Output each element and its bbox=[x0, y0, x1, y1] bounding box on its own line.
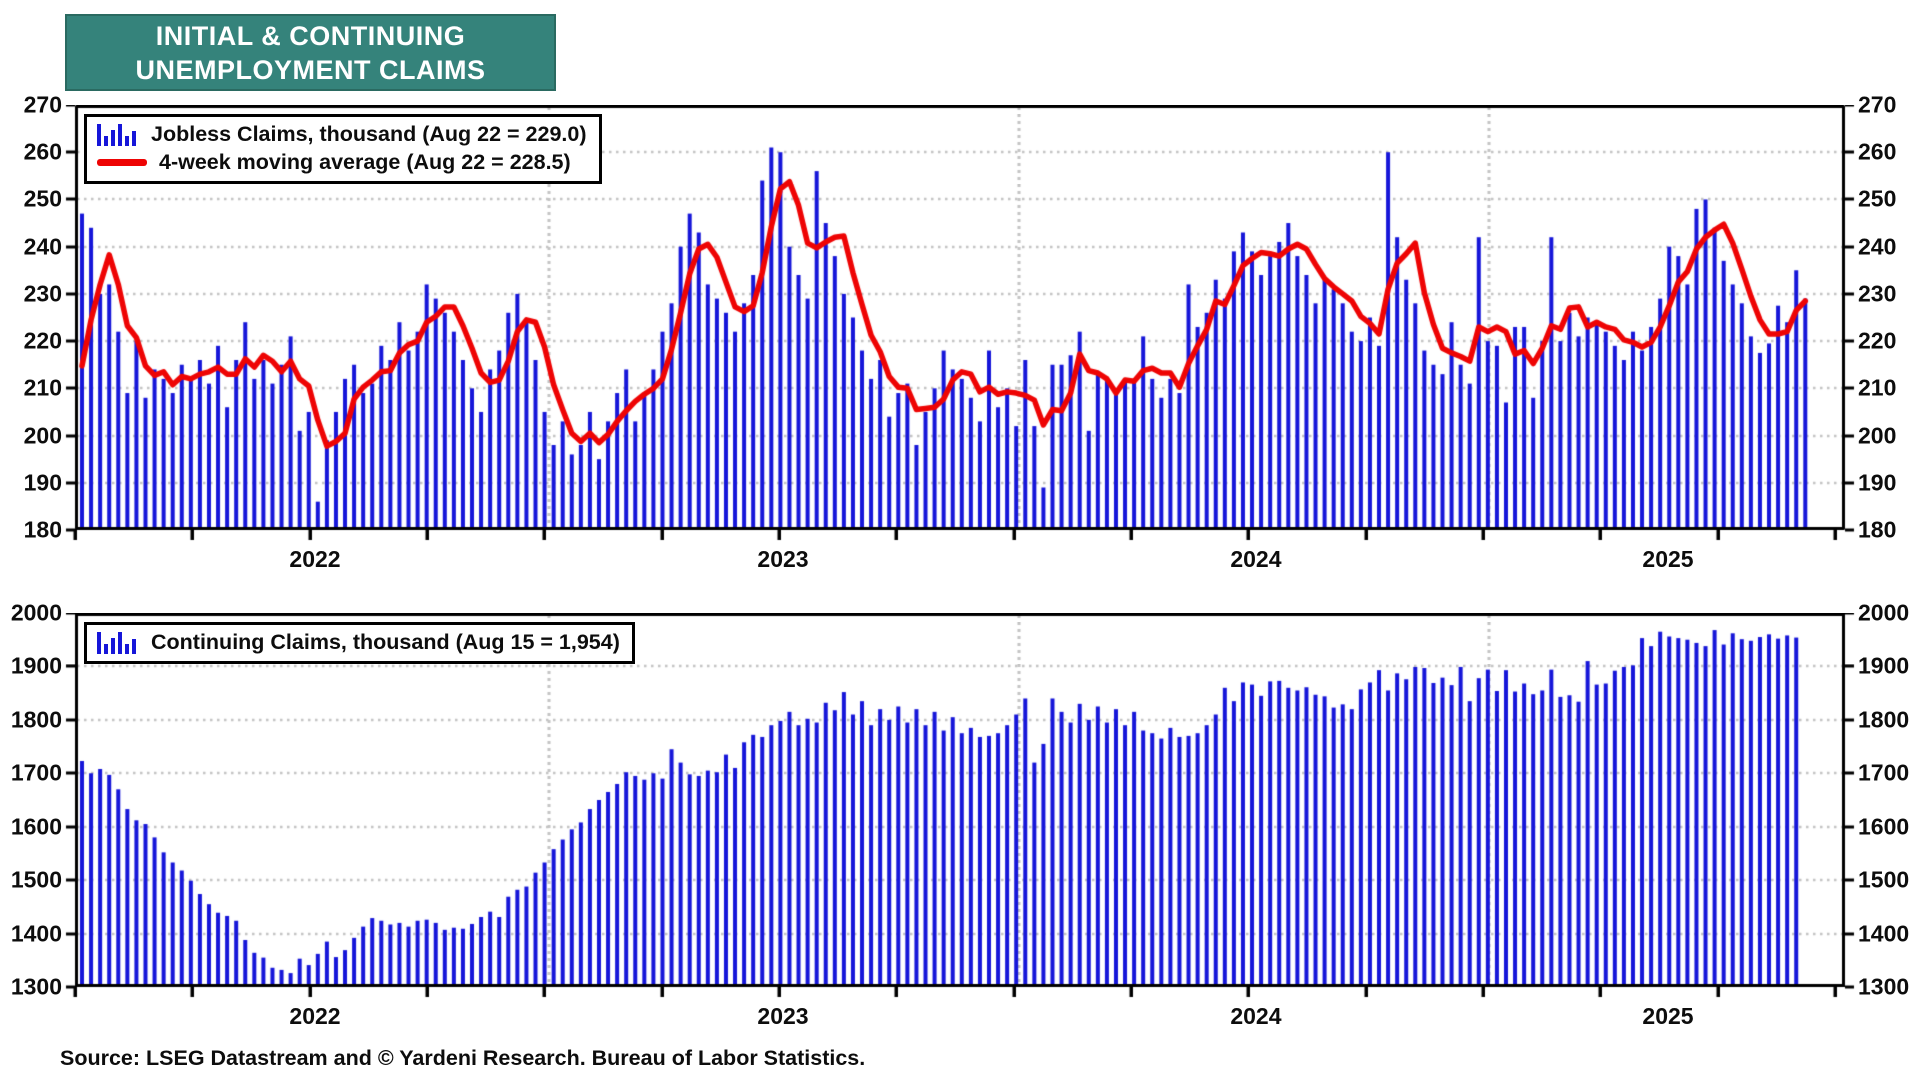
source-text: Source: LSEG Datastream and © Yardeni Re… bbox=[60, 1046, 866, 1070]
y-axis-label-left: 220 bbox=[23, 327, 62, 354]
y-axis-label-left: 1400 bbox=[10, 920, 62, 947]
y-axis-label-left: 1600 bbox=[10, 813, 62, 840]
x-axis-year-label: 2022 bbox=[289, 1003, 341, 1029]
x-axis-year-label: 2023 bbox=[757, 1003, 809, 1029]
y-axis-label-left: 1800 bbox=[10, 706, 62, 733]
red-line-icon bbox=[97, 159, 147, 166]
y-axis-label-right: 1300 bbox=[1858, 973, 1910, 1000]
legend-row: Continuing Claims, thousand (Aug 15 = 1,… bbox=[97, 630, 620, 655]
y-axis-label-right: 1700 bbox=[1858, 759, 1910, 786]
y-axis-label-right: 250 bbox=[1858, 185, 1897, 212]
y-axis-label-right: 240 bbox=[1858, 233, 1897, 260]
y-axis-label-right: 1500 bbox=[1858, 866, 1910, 893]
y-axis-label-right: 190 bbox=[1858, 469, 1897, 496]
x-axis-year-label: 2022 bbox=[289, 546, 341, 572]
y-axis-label-right: 1900 bbox=[1858, 652, 1910, 679]
blue-bars-icon bbox=[97, 631, 139, 654]
y-axis-label-right: 230 bbox=[1858, 280, 1897, 307]
legend-row: Jobless Claims, thousand (Aug 22 = 229.0… bbox=[97, 122, 587, 147]
legend-row: 4-week moving average (Aug 22 = 228.5) bbox=[97, 150, 587, 175]
y-axis-label-right: 220 bbox=[1858, 327, 1897, 354]
y-axis-label-left: 2000 bbox=[10, 599, 62, 626]
y-axis-label-right: 180 bbox=[1858, 516, 1897, 543]
y-axis-label-left: 250 bbox=[23, 185, 62, 212]
chart-title: INITIAL & CONTINUING UNEMPLOYMENT CLAIMS bbox=[65, 14, 556, 91]
y-axis-label-right: 210 bbox=[1858, 374, 1897, 401]
x-axis-year-label: 2024 bbox=[1230, 1003, 1282, 1029]
y-axis-label-right: 2000 bbox=[1858, 599, 1910, 626]
y-axis-label-left: 240 bbox=[23, 233, 62, 260]
y-axis-label-right: 1600 bbox=[1858, 813, 1910, 840]
jobless-claims-legend: Jobless Claims, thousand (Aug 22 = 229.0… bbox=[84, 114, 602, 184]
continuing-claims-legend: Continuing Claims, thousand (Aug 15 = 1,… bbox=[84, 622, 635, 664]
legend-label: 4-week moving average (Aug 22 = 228.5) bbox=[159, 150, 571, 174]
chart-title-line1: INITIAL & CONTINUING bbox=[155, 20, 466, 51]
x-axis-year-label: 2024 bbox=[1230, 546, 1282, 572]
y-axis-label-right: 200 bbox=[1858, 422, 1897, 449]
y-axis-label-left: 1900 bbox=[10, 652, 62, 679]
continuing-claims-canvas bbox=[65, 613, 1855, 1001]
y-axis-label-left: 1500 bbox=[10, 866, 62, 893]
legend-label: Continuing Claims, thousand (Aug 15 = 1,… bbox=[151, 630, 620, 654]
y-axis-label-left: 180 bbox=[23, 516, 62, 543]
y-axis-label-right: 1800 bbox=[1858, 706, 1910, 733]
y-axis-label-left: 210 bbox=[23, 374, 62, 401]
y-axis-label-left: 1700 bbox=[10, 759, 62, 786]
chart-title-line2: UNEMPLOYMENT CLAIMS bbox=[135, 54, 486, 85]
y-axis-label-left: 200 bbox=[23, 422, 62, 449]
continuing-claims-chart: 1300 1300 1400 1400 1500 1500 1600 1600 1700 1700… bbox=[11, 600, 1909, 1030]
y-axis-label-right: 270 bbox=[1858, 91, 1897, 118]
y-axis-label-left: 190 bbox=[23, 469, 62, 496]
y-axis-label-left: 230 bbox=[23, 280, 62, 307]
jobless-claims-chart: 180 180 190 190 200 200 210 210 220 220 230 230 240 2… bbox=[24, 92, 1897, 573]
y-axis-label-left: 1300 bbox=[10, 973, 62, 1000]
x-axis-year-label: 2025 bbox=[1642, 546, 1694, 572]
x-axis-year-label: 2023 bbox=[757, 546, 809, 572]
legend-label: Jobless Claims, thousand (Aug 22 = 229.0… bbox=[151, 122, 587, 146]
y-axis-label-left: 270 bbox=[23, 91, 62, 118]
y-axis-label-left: 260 bbox=[23, 138, 62, 165]
blue-bars-icon bbox=[97, 123, 139, 146]
y-axis-label-right: 260 bbox=[1858, 138, 1897, 165]
x-axis-year-label: 2025 bbox=[1642, 1003, 1694, 1029]
y-axis-label-right: 1400 bbox=[1858, 920, 1910, 947]
